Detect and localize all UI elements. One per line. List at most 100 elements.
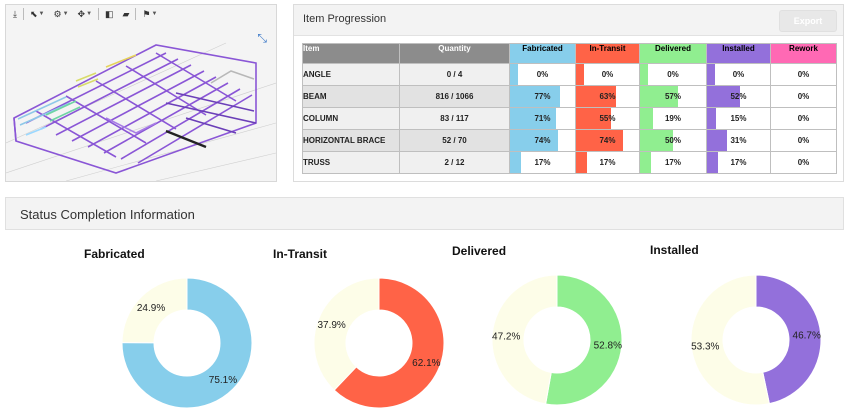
donut-slice-complete[interactable]	[545, 274, 623, 406]
cell-delivered: 0%	[639, 63, 707, 86]
cell-rework: 0%	[770, 151, 837, 174]
col-header-quantity[interactable]: Quantity	[399, 43, 510, 64]
camera-button[interactable]: ▰	[120, 7, 133, 21]
camera-icon: ▰	[122, 9, 130, 19]
chart-title-fabricated: Fabricated	[84, 247, 145, 261]
gear-icon: ⚙	[53, 9, 62, 19]
chevron-down-icon: ▼	[62, 11, 69, 17]
toolbar-separator	[98, 8, 100, 20]
table-row[interactable]: ANGLE 0 / 4 0% 0% 0% 0% 0%	[302, 63, 837, 86]
cell-value: 0%	[601, 70, 614, 79]
cell-quantity: 83 / 117	[399, 107, 510, 130]
table-row[interactable]: HORIZONTAL BRACE 52 / 70 74% 74% 50% 31% 0%	[302, 129, 837, 152]
cell-value: 57%	[664, 92, 681, 101]
cell-item: TRUSS	[302, 151, 400, 174]
donut-slice-remaining[interactable]	[491, 274, 558, 405]
chart-title-installed: Installed	[650, 243, 699, 257]
cell-rework: 0%	[770, 85, 837, 108]
viewer-toolbar: ⤓ ⬉ ▼ ⚙ ▼ ✥ ▼ ◧ ▰ ⚑ ▼	[6, 5, 276, 23]
col-header-in-transit[interactable]: In-Transit	[575, 43, 640, 64]
select-tool-button[interactable]: ⬉ ▼	[27, 7, 48, 21]
table-header-row: Item Quantity Fabricated In-Transit Deli…	[302, 43, 837, 64]
download-button[interactable]: ⤓	[10, 7, 20, 21]
progression-table: Item Quantity Fabricated In-Transit Deli…	[302, 43, 837, 174]
section-title: Status Completion Information	[20, 207, 195, 222]
cell-delivered: 19%	[639, 107, 707, 130]
col-header-installed[interactable]: Installed	[706, 43, 771, 64]
donut-slice-label: 24.9%	[137, 303, 165, 314]
progress-fill	[510, 86, 561, 107]
table-row[interactable]: TRUSS 2 / 12 17% 17% 17% 17% 0%	[302, 151, 837, 174]
cell-value: 74%	[599, 136, 616, 145]
cell-in-transit: 63%	[575, 85, 640, 108]
gear-button[interactable]: ⚙ ▼	[50, 7, 71, 21]
progress-fill	[640, 130, 673, 151]
model-viewer[interactable]: ⤓ ⬉ ▼ ⚙ ▼ ✥ ▼ ◧ ▰ ⚑ ▼ ⤡	[5, 4, 277, 182]
cell-value: 17%	[664, 158, 681, 167]
donut-slice-remaining[interactable]	[690, 274, 770, 406]
export-button[interactable]: Export	[779, 10, 837, 32]
chevron-down-icon: ▼	[86, 11, 93, 17]
donut-slice-remaining[interactable]	[313, 277, 380, 391]
cell-value: 15%	[730, 114, 747, 123]
move-icon: ✥	[77, 9, 86, 19]
download-icon: ⤓	[13, 9, 17, 19]
walk-button[interactable]: ⚑ ▼	[139, 7, 160, 21]
cell-installed: 15%	[706, 107, 771, 130]
col-header-fabricated[interactable]: Fabricated	[509, 43, 576, 64]
progress-fill	[640, 108, 653, 129]
cell-value: 0%	[797, 92, 810, 101]
progress-fill	[576, 108, 611, 129]
donut-chart-delivered[interactable]: 52.8% 47.2%	[487, 270, 627, 410]
cell-rework: 0%	[770, 129, 837, 152]
progress-fill	[707, 64, 715, 85]
status-completion-header: Status Completion Information	[5, 197, 844, 230]
toolbar-separator	[135, 8, 137, 20]
fit-view-icon[interactable]: ⤡	[257, 31, 267, 45]
col-header-rework[interactable]: Rework	[770, 43, 837, 64]
donut-chart-installed[interactable]: 46.7% 53.3%	[686, 270, 826, 410]
donut-slice-label: 37.9%	[317, 320, 345, 331]
donut-slice-complete[interactable]	[755, 274, 822, 405]
progress-fill	[640, 152, 652, 173]
cell-quantity: 816 / 1066	[399, 85, 510, 108]
model-render[interactable]	[6, 23, 276, 181]
donut-chart-fabricated[interactable]: 75.1% 24.9%	[117, 273, 257, 413]
cell-quantity: 52 / 70	[399, 129, 510, 152]
col-header-item[interactable]: Item	[302, 43, 400, 64]
donut-slice-remaining[interactable]	[121, 277, 188, 344]
item-progression-header: Item Progression Export	[294, 5, 843, 36]
cell-value: 0%	[797, 136, 810, 145]
col-header-delivered[interactable]: Delivered	[639, 43, 707, 64]
cell-value: 17%	[730, 158, 747, 167]
progress-fill	[707, 152, 718, 173]
cell-value: 17%	[534, 158, 551, 167]
cell-fabricated: 77%	[509, 85, 576, 108]
cell-delivered: 50%	[639, 129, 707, 152]
item-progression-panel: Item Progression Export Item Quantity Fa…	[293, 4, 844, 182]
chart-title-in-transit: In-Transit	[273, 247, 328, 261]
progress-fill	[640, 64, 648, 85]
cell-delivered: 17%	[639, 151, 707, 174]
cell-quantity: 2 / 12	[399, 151, 510, 174]
table-row[interactable]: COLUMN 83 / 117 71% 55% 19% 15% 0%	[302, 107, 837, 130]
table-row[interactable]: BEAM 816 / 1066 77% 63% 57% 52% 0%	[302, 85, 837, 108]
walk-icon: ⚑	[142, 9, 151, 19]
donut-slice-label: 53.3%	[691, 341, 719, 352]
section-button[interactable]: ◧	[102, 7, 117, 21]
cell-in-transit: 0%	[575, 63, 640, 86]
cell-fabricated: 17%	[509, 151, 576, 174]
donut-slice-complete[interactable]	[333, 277, 445, 409]
cell-value: 52%	[730, 92, 747, 101]
move-button[interactable]: ✥ ▼	[75, 7, 96, 21]
progress-fill	[510, 64, 518, 85]
cell-value: 55%	[599, 114, 616, 123]
donut-chart-in-transit[interactable]: 62.1% 37.9%	[309, 273, 449, 413]
donut-slice-complete[interactable]	[121, 277, 253, 409]
cell-in-transit: 74%	[575, 129, 640, 152]
progress-fill	[510, 152, 522, 173]
cell-item: BEAM	[302, 85, 400, 108]
cell-value: 0%	[797, 114, 810, 123]
cell-fabricated: 0%	[509, 63, 576, 86]
cell-value: 50%	[664, 136, 681, 145]
